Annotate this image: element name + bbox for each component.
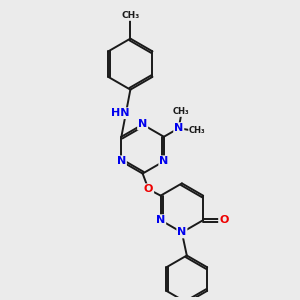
Text: N: N xyxy=(156,215,165,225)
Text: N: N xyxy=(138,119,147,130)
Text: CH₃: CH₃ xyxy=(121,11,140,20)
Text: N: N xyxy=(174,123,183,133)
Text: N: N xyxy=(177,227,187,237)
Text: O: O xyxy=(219,215,228,225)
Text: N: N xyxy=(159,156,169,166)
Text: O: O xyxy=(144,184,153,194)
Text: N: N xyxy=(117,156,126,166)
Text: CH₃: CH₃ xyxy=(173,107,190,116)
Text: CH₃: CH₃ xyxy=(189,126,206,135)
Text: HN: HN xyxy=(111,108,129,118)
